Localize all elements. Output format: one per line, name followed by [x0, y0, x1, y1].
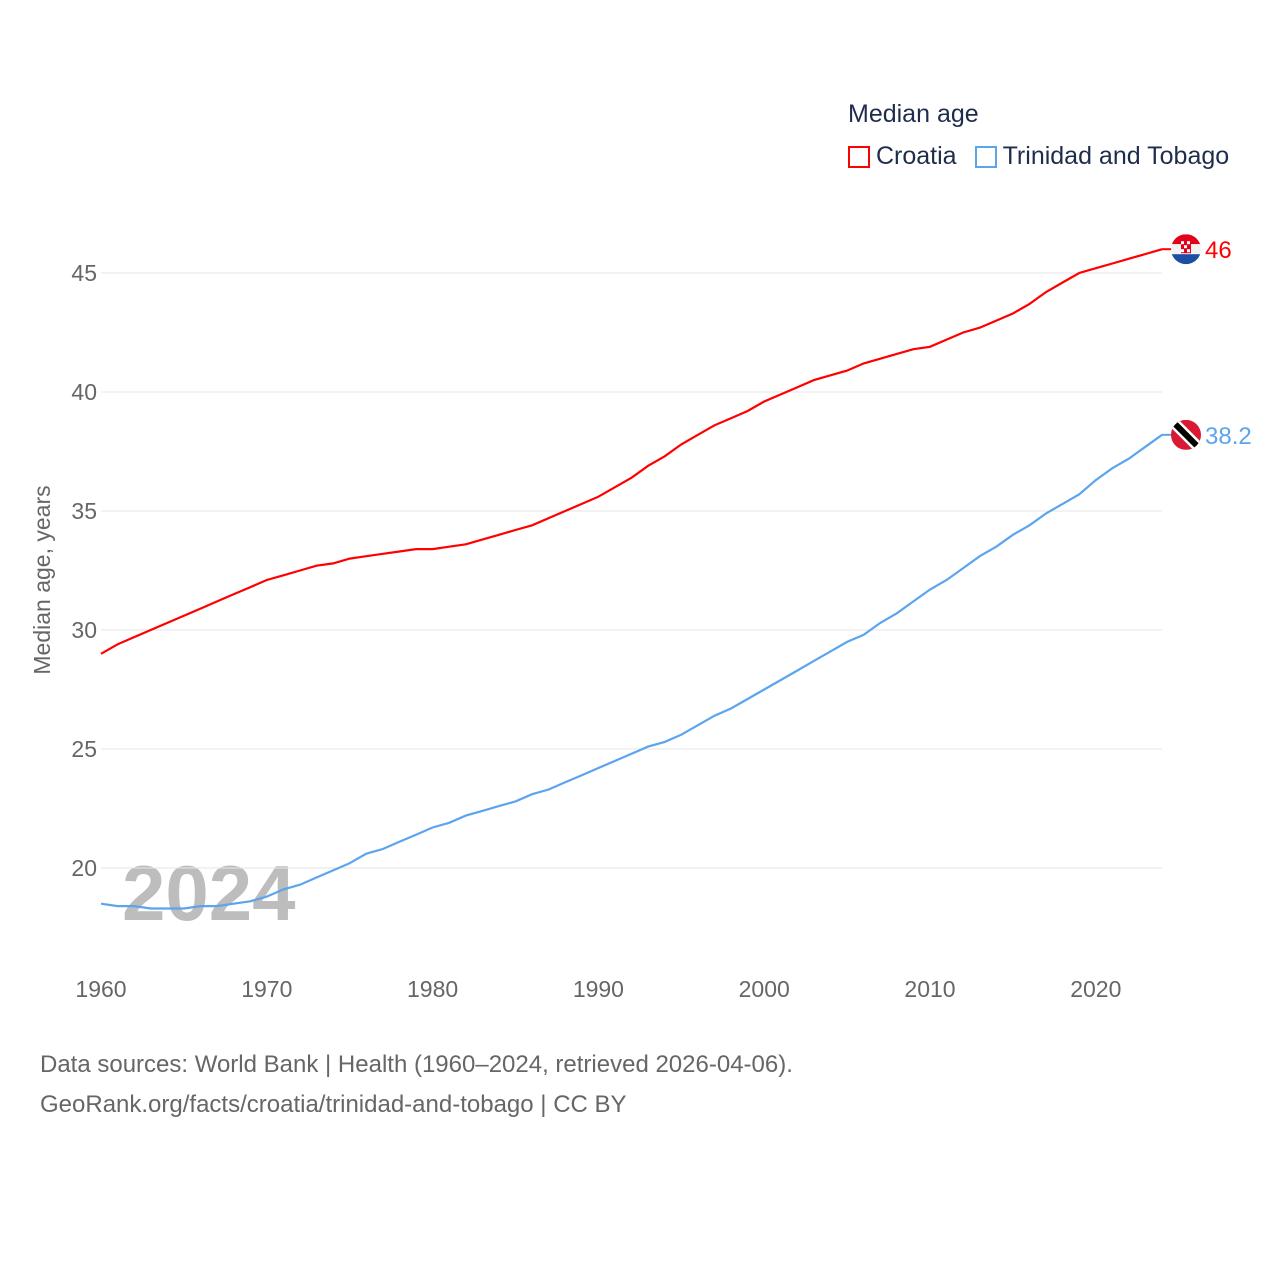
source-link[interactable]: GeoRank.org/facts/croatia/trinidad-and-t…: [40, 1091, 627, 1118]
y-tick-label: 25: [71, 736, 97, 762]
end-value-label: 38.2: [1205, 423, 1252, 450]
y-tick-label: 20: [71, 855, 97, 881]
x-tick-label: 2000: [739, 976, 790, 1002]
x-tick-label: 1970: [241, 976, 292, 1002]
source-note: Data sources: World Bank | Health (1960–…: [40, 1045, 793, 1125]
legend-label: Trinidad and Tobago: [1002, 142, 1230, 170]
y-tick-label: 45: [71, 260, 97, 286]
source-line: Data sources: World Bank | Health (1960–…: [40, 1051, 793, 1078]
legend-title: Median age: [848, 100, 979, 128]
x-tick-label: 1980: [407, 976, 458, 1002]
legend-swatch-trinidad: [974, 145, 997, 168]
trinidad-flag-icon: [1171, 419, 1201, 450]
x-tick-label: 1960: [75, 976, 126, 1002]
y-tick-label: 40: [71, 379, 97, 405]
y-tick-label: 35: [71, 498, 97, 524]
year-watermark: 2024: [122, 849, 296, 937]
end-value-label: 46: [1205, 237, 1232, 264]
y-axis-label: Median age, years: [29, 485, 55, 674]
legend: Croatia Trinidad and Tobago: [848, 142, 1247, 171]
legend-label: Croatia: [876, 142, 957, 170]
legend-item-trinidad[interactable]: Trinidad and Tobago: [974, 142, 1230, 171]
y-tick-label: 30: [71, 617, 97, 643]
legend-item-croatia[interactable]: Croatia: [848, 142, 957, 171]
croatia-flag-icon: [1171, 234, 1201, 265]
x-tick-label: 2020: [1070, 976, 1121, 1002]
legend-swatch-croatia: [848, 145, 870, 168]
x-tick-label: 1990: [573, 976, 624, 1002]
series-line-trinidad: [100, 433, 1163, 910]
series-line-croatia: [100, 248, 1163, 655]
x-tick-label: 2010: [904, 976, 955, 1002]
